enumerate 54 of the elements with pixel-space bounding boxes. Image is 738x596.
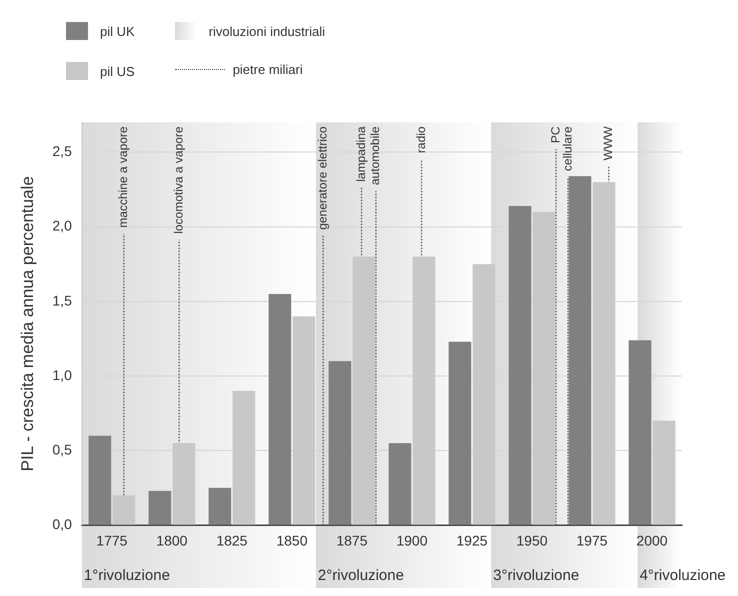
- y-axis-title: PIL - crescita media annua percentuale: [18, 176, 37, 472]
- bar: [508, 206, 532, 525]
- bar: [412, 256, 436, 525]
- x-tick-label: 2000: [636, 532, 668, 548]
- bar: [148, 490, 172, 525]
- band-label: 1°rivoluzione: [84, 567, 170, 584]
- ref-line-label: automobile: [368, 126, 382, 186]
- x-tick-label: 1875: [336, 532, 368, 548]
- bar: [292, 316, 316, 525]
- band-label: 2°rivoluzione: [318, 567, 404, 584]
- bar: [448, 342, 472, 525]
- ref-line-label: lampadina: [354, 126, 368, 182]
- bar: [388, 443, 412, 525]
- text: pietre miliari: [232, 62, 303, 77]
- ref-line-label: cellulare: [560, 126, 574, 172]
- x-tick-label: 1850: [276, 532, 308, 548]
- legend-label: pil UK: [100, 24, 135, 38]
- x-tick-label: 1825: [216, 532, 248, 548]
- bar: [112, 495, 136, 525]
- ref-line-label: PC: [548, 126, 562, 144]
- bar: [352, 256, 376, 525]
- x-tick-label: 1925: [456, 532, 488, 548]
- y-tick-label: 2,5: [52, 143, 72, 160]
- bar: [172, 443, 196, 525]
- bar: [88, 436, 112, 525]
- band-label: 3°rivoluzione: [493, 567, 580, 584]
- ref-line-label: macchine a vapore: [116, 126, 130, 228]
- x-tick-label: 1775: [96, 532, 128, 548]
- bar: [208, 488, 232, 525]
- x-tick-label: 1800: [156, 532, 188, 548]
- y-tick-label: 1,5: [52, 292, 72, 308]
- x-tick-label: 1900: [396, 532, 428, 548]
- ref-line-label: locomotiva a vapore: [171, 126, 186, 234]
- bar: [652, 420, 676, 525]
- bar: [268, 294, 292, 525]
- bar: [472, 264, 496, 525]
- ref-line-label: generatore elettrico: [315, 126, 330, 230]
- text: rivoluzioni industriali: [208, 24, 326, 38]
- bar: [592, 182, 616, 525]
- bar: [328, 361, 352, 525]
- y-tick-label: 2,0: [52, 218, 72, 234]
- legend-label: pil US: [100, 64, 135, 78]
- y-tick-label: 1,0: [52, 366, 72, 383]
- ref-line-label: WWW: [601, 126, 616, 160]
- x-tick-label: 1950: [516, 532, 548, 548]
- bar: [232, 390, 256, 525]
- bar: [628, 340, 652, 525]
- x-tick-label: 1975: [576, 532, 608, 548]
- bar: [532, 212, 556, 525]
- ref-line-label: radio: [414, 126, 428, 154]
- y-tick-label: 0,5: [52, 441, 72, 458]
- band-label: 4°rivoluzione: [640, 567, 726, 584]
- bar: [568, 176, 592, 525]
- y-tick-label: 0,0: [52, 516, 72, 532]
